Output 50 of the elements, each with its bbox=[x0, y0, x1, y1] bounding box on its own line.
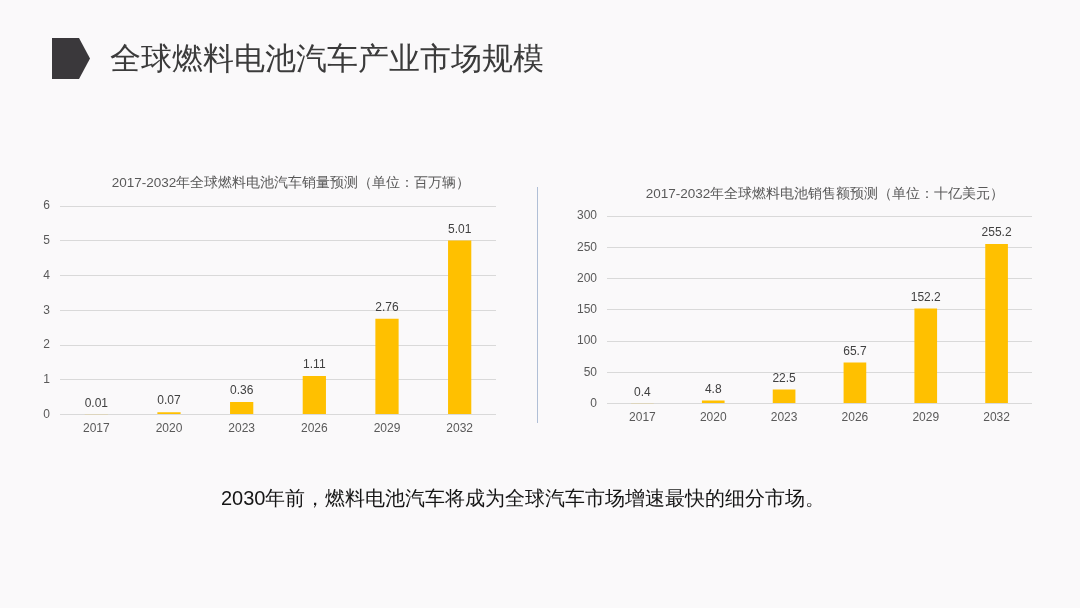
y-tick-label: 100 bbox=[576, 333, 598, 348]
chart-title: 2017-2032年全球燃料电池销售额预测（单位：十亿美元） bbox=[645, 185, 1005, 201]
x-tick-label: 2029 bbox=[373, 421, 401, 436]
y-tick-label: 200 bbox=[576, 270, 598, 285]
y-tick-label: 250 bbox=[576, 239, 598, 254]
bar bbox=[230, 402, 254, 415]
data-label: 255.2 bbox=[981, 225, 1012, 240]
data-label: 0.36 bbox=[229, 383, 254, 398]
data-label: 0.07 bbox=[157, 393, 181, 408]
data-label: 1.11 bbox=[303, 357, 326, 372]
bar bbox=[302, 376, 326, 415]
x-tick-label: 2020 bbox=[155, 421, 183, 436]
y-tick-label: 50 bbox=[583, 364, 598, 379]
data-label: 65.7 bbox=[843, 343, 867, 358]
y-tick-label: 4 bbox=[43, 267, 51, 282]
y-tick-label: 300 bbox=[576, 208, 598, 223]
bar bbox=[448, 240, 472, 415]
text: 2030年前，燃料电池汽车将成为全球汽车市场增速最快的细分市场。 bbox=[221, 486, 826, 511]
data-label: 4.8 bbox=[704, 381, 722, 396]
x-tick-label: 2026 bbox=[841, 410, 869, 425]
y-tick-label: 150 bbox=[576, 302, 598, 317]
data-label: 152.2 bbox=[910, 289, 942, 304]
data-label: 22.5 bbox=[772, 370, 797, 385]
x-tick-label: 2023 bbox=[228, 421, 256, 436]
y-tick-label: 1 bbox=[43, 372, 51, 387]
bar bbox=[843, 362, 867, 404]
x-tick-label: 2032 bbox=[446, 421, 474, 436]
x-tick-label: 2029 bbox=[912, 410, 940, 425]
data-label: 0.01 bbox=[84, 395, 109, 410]
x-tick-label: 2020 bbox=[699, 410, 727, 425]
chart-title: 2017-2032年全球燃料电池汽车销量预测（单位：百万辆） bbox=[111, 174, 471, 190]
x-tick-label: 2026 bbox=[300, 421, 328, 436]
data-label: 5.01 bbox=[447, 221, 472, 236]
bar bbox=[375, 318, 399, 415]
bar bbox=[772, 389, 796, 404]
text: 全球燃料电池汽车产业市场规模 bbox=[110, 40, 544, 78]
y-tick-label: 0 bbox=[590, 395, 598, 410]
y-tick-label: 0 bbox=[43, 406, 51, 421]
x-tick-label: 2032 bbox=[983, 410, 1011, 425]
y-tick-label: 2 bbox=[43, 337, 51, 352]
x-tick-label: 2017 bbox=[82, 421, 110, 436]
bar bbox=[914, 308, 938, 404]
bar bbox=[985, 244, 1008, 404]
x-tick-label: 2023 bbox=[770, 410, 798, 425]
y-tick-label: 6 bbox=[43, 198, 51, 213]
x-tick-label: 2017 bbox=[629, 410, 657, 425]
y-tick-label: 5 bbox=[43, 233, 51, 248]
data-label: 0.4 bbox=[634, 384, 652, 399]
data-label: 2.76 bbox=[375, 299, 399, 314]
y-tick-label: 3 bbox=[43, 302, 51, 317]
